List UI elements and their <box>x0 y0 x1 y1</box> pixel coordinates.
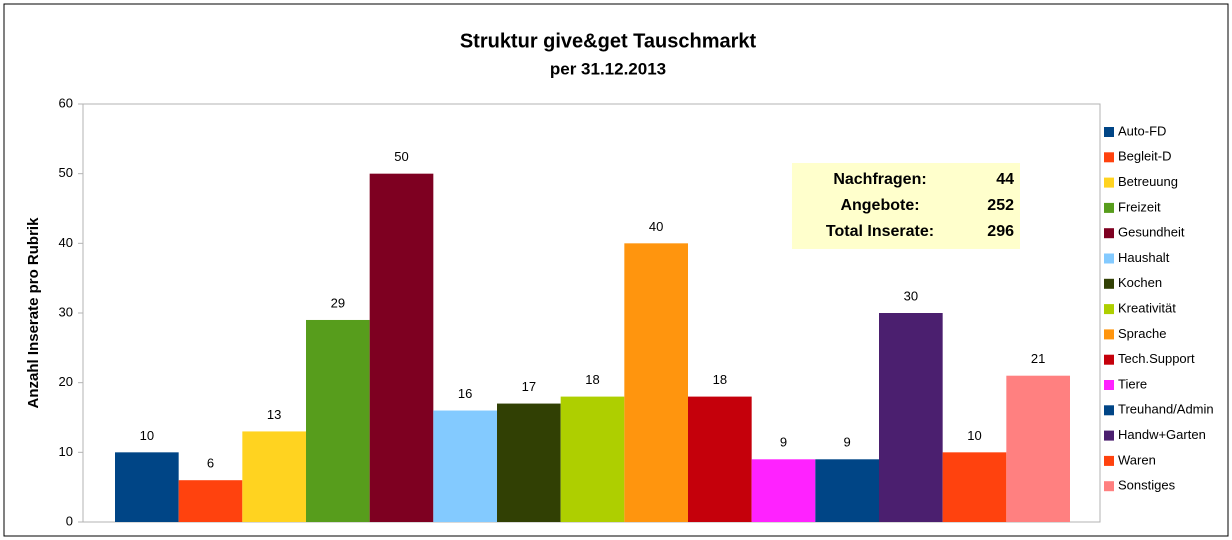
y-tick-label: 10 <box>59 444 73 459</box>
bar <box>115 452 179 522</box>
data-label: 17 <box>522 379 536 394</box>
y-tick-label: 0 <box>66 513 73 528</box>
legend-label: Haushalt <box>1118 250 1170 265</box>
annotation-box <box>792 163 1020 249</box>
legend-swatch <box>1104 405 1114 416</box>
legend-label: Gesundheit <box>1118 225 1185 240</box>
y-tick-label: 60 <box>59 95 73 110</box>
legend-label: Tiere <box>1118 376 1147 391</box>
legend-label: Kreativität <box>1118 301 1176 316</box>
legend-swatch <box>1104 253 1114 264</box>
legend-label: Tech.Support <box>1118 351 1195 366</box>
legend-swatch <box>1104 304 1114 315</box>
legend-swatch <box>1104 228 1114 239</box>
data-label: 6 <box>207 456 214 471</box>
legend-swatch <box>1104 380 1114 390</box>
data-label: 21 <box>1031 351 1045 366</box>
annotation-value: 252 <box>987 197 1014 214</box>
data-label: 16 <box>458 386 472 401</box>
bar <box>688 396 752 522</box>
legend-label: Freizeit <box>1118 199 1161 214</box>
annotation-label: Total Inserate: <box>826 223 934 240</box>
legend-label: Waren <box>1118 452 1156 467</box>
data-label: 50 <box>394 149 408 164</box>
data-label: 10 <box>140 428 154 443</box>
legend-swatch <box>1104 430 1114 441</box>
y-axis-title: Anzahl Inserate pro Rubrik <box>25 217 42 409</box>
legend-label: Begleit-D <box>1118 149 1171 164</box>
data-label: 29 <box>331 295 345 310</box>
legend-swatch <box>1104 329 1114 340</box>
legend-swatch <box>1104 152 1114 163</box>
legend-swatch <box>1104 481 1114 492</box>
data-label: 40 <box>649 219 663 234</box>
annotation-value: 44 <box>996 171 1014 188</box>
legend-label: Handw+Garten <box>1118 427 1206 442</box>
bar <box>815 459 879 522</box>
y-tick-label: 30 <box>59 304 73 319</box>
legend-swatch <box>1104 455 1114 466</box>
bar <box>178 480 243 522</box>
legend-label: Sprache <box>1118 326 1166 341</box>
bar <box>242 431 306 522</box>
data-label: 9 <box>780 435 787 450</box>
legend-label: Auto-FD <box>1118 123 1166 138</box>
data-label: 18 <box>585 372 599 387</box>
bar <box>751 459 816 522</box>
y-tick-label: 20 <box>59 374 73 389</box>
legend-swatch <box>1104 278 1114 289</box>
chart-subtitle: per 31.12.2013 <box>550 59 666 78</box>
data-label: 30 <box>904 288 918 303</box>
data-label: 18 <box>713 372 727 387</box>
annotation-label: Nachfragen: <box>833 171 926 188</box>
data-label: 13 <box>267 407 281 422</box>
data-label: 9 <box>844 435 851 450</box>
annotation-value: 296 <box>987 223 1014 240</box>
bar <box>433 410 497 522</box>
chart-title: Struktur give&get Tauschmarkt <box>460 30 757 52</box>
bar <box>1006 375 1070 522</box>
data-label: 10 <box>967 428 981 443</box>
bar <box>942 452 1007 522</box>
legend-label: Kochen <box>1118 275 1162 290</box>
y-tick-label: 40 <box>59 235 73 250</box>
legend-label: Treuhand/Admin <box>1118 402 1214 417</box>
y-tick-label: 50 <box>59 165 73 180</box>
legend-label: Sonstiges <box>1118 478 1176 493</box>
annotation-label: Angebote: <box>840 197 919 214</box>
bar <box>497 403 561 522</box>
legend-swatch <box>1104 177 1114 188</box>
bar <box>879 313 943 522</box>
legend-swatch <box>1104 127 1114 137</box>
bar <box>306 319 370 522</box>
bar <box>624 243 688 523</box>
legend-swatch <box>1104 354 1114 365</box>
legend-label: Betreuung <box>1118 174 1178 189</box>
bar <box>560 396 625 522</box>
legend-swatch <box>1104 202 1114 213</box>
bar <box>369 173 434 522</box>
